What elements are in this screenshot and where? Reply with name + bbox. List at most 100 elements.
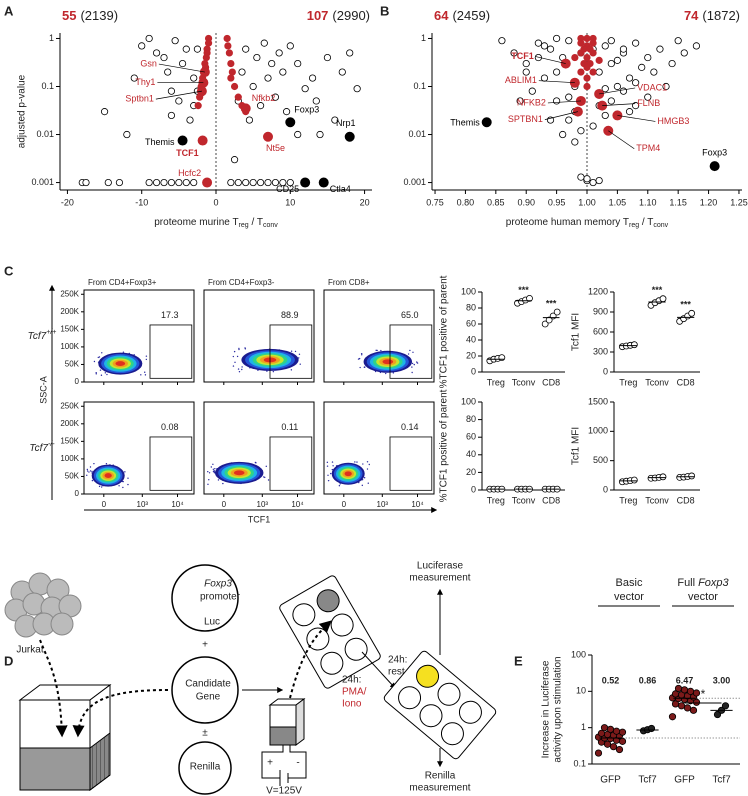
- plasmid: [171, 656, 239, 724]
- event-dot: [290, 350, 293, 352]
- leader-line: [608, 130, 635, 150]
- event-dot: [264, 476, 266, 479]
- event-dot: [212, 463, 214, 465]
- gene-label: ABLIM1: [505, 75, 537, 85]
- labeled-point: [263, 131, 273, 142]
- gate-value: 0.14: [401, 422, 419, 432]
- labeled-point: [202, 177, 213, 188]
- point: [683, 704, 692, 712]
- point: [625, 108, 634, 116]
- point: [546, 45, 555, 53]
- event-dot: [118, 485, 120, 487]
- event-dot: [416, 362, 419, 364]
- x-tick-label: 10³: [137, 500, 149, 509]
- point: [577, 127, 585, 135]
- point: [647, 724, 656, 733]
- point: [225, 49, 233, 57]
- labeled-point: [481, 117, 492, 128]
- point: [230, 82, 239, 91]
- point: [577, 39, 585, 47]
- point: [256, 178, 265, 187]
- density: [233, 470, 245, 476]
- gate-value: 0.08: [161, 422, 179, 432]
- event-dot: [232, 365, 235, 367]
- event-dot: [255, 462, 257, 464]
- event-dot: [100, 374, 103, 376]
- point: [279, 68, 287, 76]
- point: [145, 34, 153, 43]
- point: [541, 320, 549, 328]
- leader-line: [158, 63, 205, 73]
- point: [193, 45, 202, 53]
- point: [227, 178, 235, 187]
- point: [656, 45, 664, 53]
- y-tick-label: 500: [593, 455, 608, 465]
- x-axis-label-part: reg: [239, 222, 249, 229]
- step-label: rest: [388, 667, 405, 678]
- gene-label: CD25: [276, 184, 299, 194]
- event-dot: [357, 358, 360, 360]
- count-label: 55 (2139): [62, 8, 118, 23]
- x-tick-label: 0: [342, 500, 347, 509]
- step-label: PMA/: [342, 687, 367, 698]
- x-axis-label-part: conv: [263, 222, 278, 229]
- point: [268, 59, 276, 68]
- y-tick-label: 60: [466, 432, 476, 442]
- point: [160, 53, 168, 62]
- count-total: (2139): [80, 8, 118, 23]
- gate: [149, 436, 193, 491]
- labeled-point: [240, 103, 251, 114]
- point: [680, 686, 689, 694]
- y-tick-label: 0: [75, 489, 80, 498]
- event-dot: [86, 470, 89, 472]
- point: [152, 178, 161, 187]
- point: [692, 689, 701, 697]
- point: [522, 68, 530, 76]
- event-dot: [106, 373, 108, 376]
- labeled-point: [300, 177, 311, 188]
- cell-label: Jurkat: [16, 645, 43, 656]
- point: [580, 45, 588, 53]
- event-dot: [91, 470, 93, 473]
- y-axis-label: %TCF1 positive of parent: [439, 275, 450, 388]
- x-axis-label-part: / T: [639, 217, 653, 228]
- x-tick-label: GFP: [600, 775, 621, 786]
- readout-label: measurement: [409, 573, 470, 584]
- point: [323, 53, 332, 62]
- event-dot: [104, 372, 107, 374]
- electrode-label: -: [296, 758, 299, 769]
- point: [609, 743, 618, 751]
- x-tick-label: Tconv: [645, 377, 669, 387]
- event-dot: [339, 483, 341, 485]
- point: [583, 63, 591, 71]
- x-tick-label: Treg: [487, 377, 505, 387]
- y-tick-label: 0.001: [403, 177, 426, 187]
- point: [632, 79, 640, 87]
- point: [167, 178, 176, 187]
- y-tick-label: 100: [571, 649, 586, 659]
- point: [130, 74, 138, 82]
- point: [601, 85, 609, 93]
- event-dot: [376, 349, 378, 352]
- event-dot: [360, 352, 363, 355]
- gene-label: TPM4: [636, 143, 660, 153]
- event-dot: [124, 471, 126, 473]
- x-tick-label: 10⁴: [171, 500, 184, 509]
- y-tick-label: 0.01: [36, 129, 54, 139]
- operator: ±: [202, 728, 208, 739]
- point: [559, 130, 567, 139]
- point: [668, 59, 676, 68]
- value-label: 6.47: [676, 675, 694, 685]
- event-dot: [212, 468, 215, 471]
- x-tick-label: CD8: [677, 495, 695, 505]
- point: [82, 178, 90, 187]
- gate: [269, 436, 313, 491]
- event-dot: [207, 470, 209, 473]
- gene-label: Nrp1: [336, 118, 356, 128]
- x-tick-label: 10³: [377, 500, 389, 509]
- event-dot: [380, 349, 382, 352]
- x-tick-label: 0: [222, 500, 227, 509]
- y-tick-label: 0.1: [413, 81, 426, 91]
- y-tick-label: 0.01: [408, 129, 426, 139]
